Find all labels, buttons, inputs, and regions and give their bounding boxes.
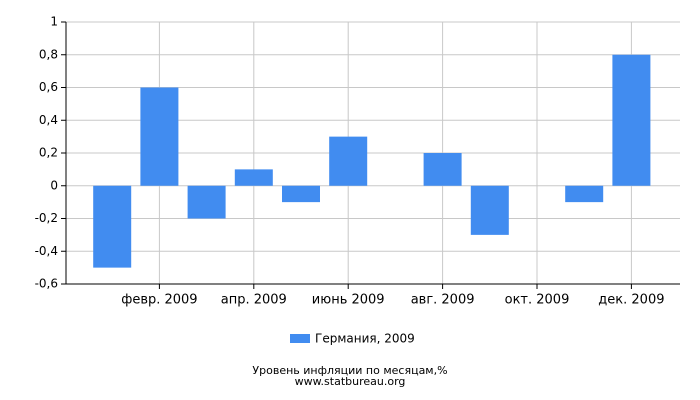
x-tick-label: июнь 2009 — [312, 293, 385, 308]
bar — [282, 185, 320, 203]
y-tick-label: 0 — [50, 178, 58, 192]
y-tick-label: 0,4 — [39, 113, 58, 127]
y-tick-label: 1 — [50, 15, 58, 29]
footer-text: Уровень инфляции по месяцам,% — [252, 364, 447, 377]
y-tick-label: 0,6 — [39, 80, 58, 94]
legend-label: Германия, 2009 — [315, 332, 415, 346]
x-tick-label: апр. 2009 — [221, 293, 287, 308]
footer-text: www.statbureau.org — [295, 375, 406, 388]
bar — [140, 87, 179, 186]
x-tick-label: авг. 2009 — [411, 293, 475, 308]
y-tick-label: 0,8 — [39, 47, 58, 61]
bar — [612, 54, 651, 186]
bar — [565, 185, 604, 203]
bar — [329, 136, 368, 186]
bar — [93, 185, 132, 268]
y-tick-label: -0,2 — [35, 211, 58, 225]
x-tick-label: окт. 2009 — [505, 293, 570, 308]
bar — [423, 153, 462, 186]
y-tick-label: -0,6 — [35, 277, 58, 291]
bar — [234, 169, 273, 186]
y-tick-label: 0,2 — [39, 146, 58, 160]
legend-swatch — [290, 334, 310, 343]
bar — [187, 185, 226, 219]
y-tick-label: -0,4 — [35, 244, 58, 258]
x-tick-label: дек. 2009 — [598, 293, 664, 308]
bar — [470, 185, 509, 235]
x-tick-label: февр. 2009 — [121, 293, 197, 308]
